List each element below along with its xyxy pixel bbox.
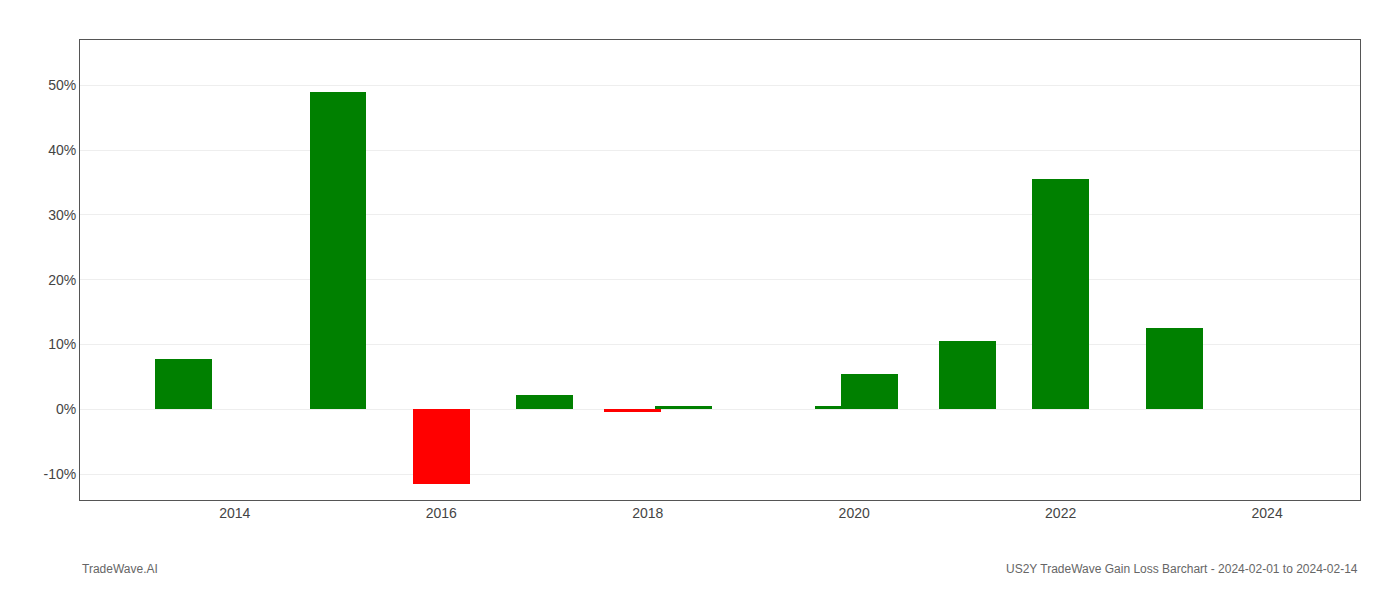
svg-text:2020: 2020: [839, 505, 870, 521]
svg-text:2024: 2024: [1252, 505, 1283, 521]
svg-text:20%: 20%: [48, 272, 76, 288]
svg-text:50%: 50%: [48, 77, 76, 93]
svg-text:2016: 2016: [426, 505, 457, 521]
svg-text:US2Y TradeWave Gain Loss Barch: US2Y TradeWave Gain Loss Barchart - 2024…: [1006, 562, 1358, 576]
svg-text:0%: 0%: [56, 401, 76, 417]
svg-text:40%: 40%: [48, 142, 76, 158]
svg-text:TradeWave.AI: TradeWave.AI: [82, 562, 158, 576]
svg-text:2022: 2022: [1045, 505, 1076, 521]
svg-text:30%: 30%: [48, 207, 76, 223]
svg-text:2014: 2014: [219, 505, 250, 521]
svg-text:2018: 2018: [632, 505, 663, 521]
svg-text:10%: 10%: [48, 336, 76, 352]
svg-text:-10%: -10%: [44, 466, 77, 482]
